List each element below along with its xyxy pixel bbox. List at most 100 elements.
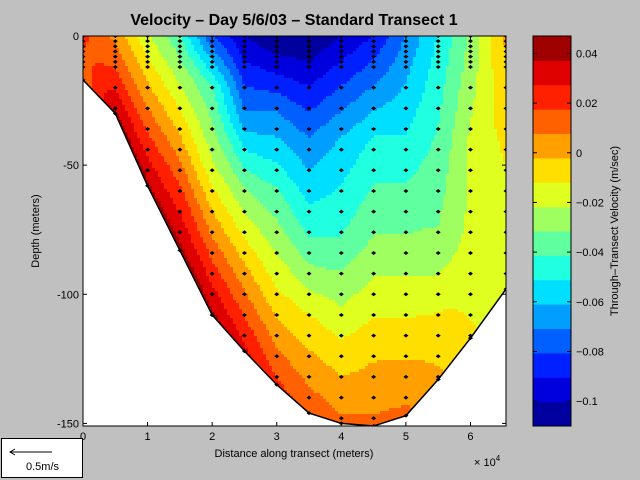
measurement-point bbox=[209, 147, 215, 152]
station-12 bbox=[467, 36, 473, 341]
measurement-point bbox=[503, 64, 506, 69]
measurement-point bbox=[306, 312, 312, 317]
measurement-point bbox=[503, 209, 506, 214]
measurement-point bbox=[241, 292, 247, 297]
measurement-point bbox=[467, 333, 473, 338]
measurement-point bbox=[467, 106, 473, 111]
colorbar-level bbox=[533, 109, 571, 134]
measurement-point bbox=[209, 188, 215, 193]
measurement-point bbox=[145, 106, 151, 111]
measurement-point bbox=[306, 85, 312, 90]
measurement-point bbox=[177, 85, 183, 90]
colorbar-level bbox=[533, 84, 571, 110]
y-tick-label: -150 bbox=[57, 418, 79, 430]
colorbar-label: Through–Transect Velocity (m/sec) bbox=[609, 146, 621, 316]
measurement-point bbox=[209, 64, 215, 69]
measurement-point bbox=[435, 44, 441, 49]
measurement-point bbox=[338, 49, 344, 54]
colorbar-tick-label: 0 bbox=[576, 148, 582, 160]
measurement-point bbox=[503, 230, 506, 235]
station-5 bbox=[241, 36, 247, 354]
y-axis: 0 -50 -100 -150 bbox=[57, 31, 506, 430]
measurement-point bbox=[177, 230, 183, 235]
colorbar-tick-label: 0.02 bbox=[576, 98, 597, 110]
measurement-point bbox=[338, 416, 344, 421]
measurement-points bbox=[83, 36, 506, 426]
measurement-point bbox=[145, 168, 151, 173]
measurement-point bbox=[306, 59, 312, 64]
colorbar-level bbox=[533, 304, 571, 329]
measurement-point bbox=[241, 209, 247, 214]
measurement-point bbox=[177, 168, 183, 173]
measurement-point bbox=[435, 54, 441, 59]
measurement-point bbox=[403, 312, 409, 317]
measurement-point bbox=[467, 230, 473, 235]
station-9 bbox=[371, 36, 377, 426]
measurement-point bbox=[177, 44, 183, 49]
measurement-point bbox=[177, 126, 183, 131]
measurement-point bbox=[403, 106, 409, 111]
measurement-point bbox=[435, 64, 441, 69]
measurement-point bbox=[403, 168, 409, 173]
measurement-point bbox=[467, 168, 473, 173]
measurement-point bbox=[435, 85, 441, 90]
colorbar-frame bbox=[532, 35, 572, 427]
measurement-point bbox=[112, 59, 118, 64]
measurement-point bbox=[306, 168, 312, 173]
measurement-point bbox=[371, 44, 377, 49]
measurement-point bbox=[112, 106, 118, 111]
y-tick-label: -100 bbox=[57, 289, 79, 301]
measurement-point bbox=[209, 126, 215, 131]
measurement-point bbox=[209, 59, 215, 64]
measurement-point bbox=[209, 49, 215, 54]
colorbar-level bbox=[533, 133, 571, 159]
measurement-point bbox=[241, 39, 247, 44]
measurement-point bbox=[177, 49, 183, 54]
measurement-point bbox=[467, 336, 473, 341]
measurement-point bbox=[112, 49, 118, 54]
measurement-point bbox=[435, 374, 441, 379]
measurement-point bbox=[241, 271, 247, 276]
measurement-point bbox=[371, 147, 377, 152]
measurement-point bbox=[274, 147, 280, 152]
measurement-point bbox=[403, 250, 409, 255]
station-4 bbox=[209, 36, 215, 317]
measurement-point bbox=[371, 106, 377, 111]
measurement-point bbox=[177, 54, 183, 59]
measurement-point bbox=[241, 59, 247, 64]
measurement-point bbox=[145, 183, 151, 188]
measurement-point bbox=[209, 230, 215, 235]
measurement-point bbox=[435, 209, 441, 214]
measurement-point bbox=[338, 168, 344, 173]
measurement-point bbox=[371, 333, 377, 338]
station-1 bbox=[112, 36, 118, 116]
measurement-point bbox=[371, 354, 377, 359]
measurement-point bbox=[467, 188, 473, 193]
measurement-point bbox=[177, 106, 183, 111]
measurement-point bbox=[338, 106, 344, 111]
measurement-point bbox=[83, 64, 86, 69]
measurement-point bbox=[403, 39, 409, 44]
measurement-point bbox=[503, 168, 506, 173]
measurement-point bbox=[435, 147, 441, 152]
measurement-point bbox=[112, 54, 118, 59]
measurement-point bbox=[338, 312, 344, 317]
y-axis-label: Depth (meters) bbox=[30, 194, 42, 267]
measurement-point bbox=[274, 271, 280, 276]
measurement-point bbox=[209, 39, 215, 44]
measurement-point bbox=[371, 126, 377, 131]
measurement-point bbox=[306, 374, 312, 379]
station-11 bbox=[435, 36, 441, 382]
measurement-point bbox=[241, 85, 247, 90]
measurement-point bbox=[177, 64, 183, 69]
colorbar-tick-label: 0.04 bbox=[576, 48, 597, 60]
colorbar bbox=[533, 36, 571, 427]
measurement-point bbox=[503, 271, 506, 276]
measurement-point bbox=[177, 59, 183, 64]
measurement-point bbox=[467, 209, 473, 214]
measurement-point bbox=[209, 292, 215, 297]
y-tick-label: -50 bbox=[63, 160, 79, 172]
plot-frame bbox=[82, 35, 507, 427]
measurement-point bbox=[467, 312, 473, 317]
measurement-point bbox=[435, 312, 441, 317]
